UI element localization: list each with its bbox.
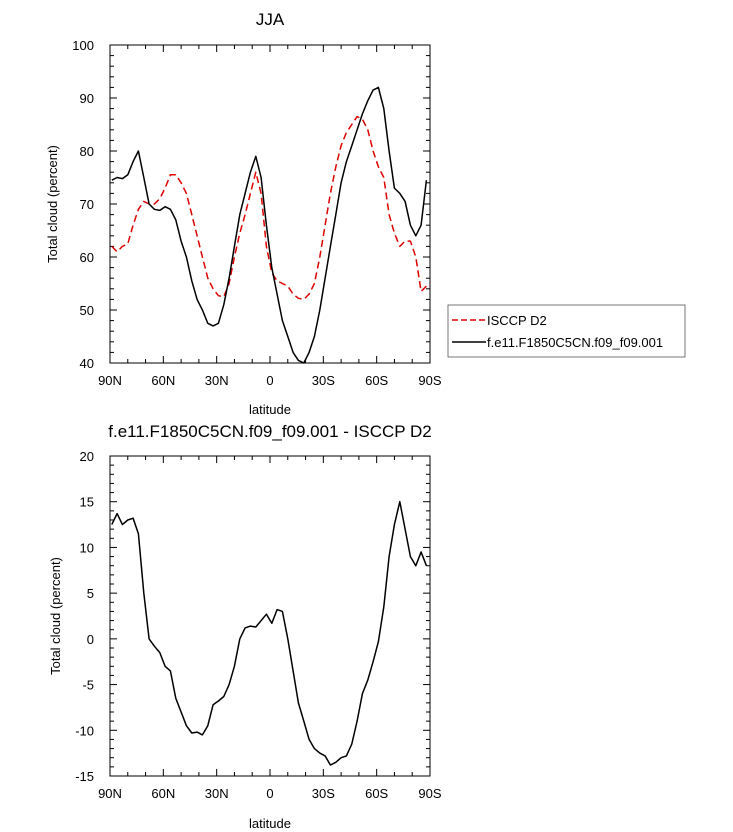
top-series-group (111, 86, 428, 364)
bottom-chart-title: f.e11.F1850C5CN.f09_f09.001 - ISCCP D2 (108, 422, 432, 441)
top-plot-frame (109, 44, 431, 364)
bottom-x-tick-label: 60S (365, 786, 388, 801)
bottom-x-tick-label: 60N (151, 786, 175, 801)
top-y-axis-label: Total cloud (percent) (45, 145, 60, 263)
top-y-tick-label: 100 (72, 38, 94, 53)
bottom-y-tick-label: 0 (87, 632, 94, 647)
legend: ISCCP D2 f.e11.F1850C5CN.f09_f09.001 (447, 304, 686, 358)
top-y-tick-label: 70 (80, 197, 94, 212)
top-x-axis-label: latitude (249, 402, 291, 417)
bottom-panel: f.e11.F1850C5CN.f09_f09.001 - ISCCP D2 9… (48, 422, 442, 831)
top-y-tick-label: 60 (80, 250, 94, 265)
top-x-tick-label: 60N (151, 373, 175, 388)
bottom-y-tick-label: -5 (82, 678, 94, 693)
bottom-y-tick-label: 15 (80, 495, 94, 510)
legend-label-model: f.e11.F1850C5CN.f09_f09.001 (487, 335, 663, 350)
top-axes: 90N 60N 30N 0 30S 60S 90S 40 50 60 70 80 90 100 (72, 38, 442, 388)
top-x-tick-label: 30S (312, 373, 335, 388)
bottom-x-tick-label: 30N (205, 786, 229, 801)
bottom-x-tick-label: 30S (312, 786, 335, 801)
bottom-y-tick-label: 10 (80, 540, 94, 555)
bottom-series-group (111, 500, 428, 766)
top-panel: JJA 90N 60N 30N 0 30S 60S 90S 40 50 60 70 80 90 100 l… (45, 10, 442, 417)
top-series-line-1 (111, 86, 428, 364)
top-series-line-0 (111, 115, 427, 301)
bottom-y-tick-label: 20 (80, 449, 94, 464)
top-y-tick-label: 50 (80, 303, 94, 318)
top-x-tick-label: 0 (266, 373, 273, 388)
top-x-tick-label: 90S (418, 373, 441, 388)
top-x-tick-label: 30N (205, 373, 229, 388)
bottom-axes: 90N 60N 30N 0 30S 60S 90S -15 -10 -5 0 5 10 15 20 (75, 449, 442, 801)
top-y-tick-label: 80 (80, 144, 94, 159)
bottom-x-tick-label: 90S (418, 786, 441, 801)
top-x-tick-label: 90N (98, 373, 122, 388)
top-y-tick-label: 90 (80, 91, 94, 106)
top-y-tick-label: 40 (80, 356, 94, 371)
bottom-series-line-0 (111, 500, 428, 766)
bottom-x-tick-label: 90N (98, 786, 122, 801)
top-chart-title: JJA (256, 10, 285, 29)
top-x-tick-label: 60S (365, 373, 388, 388)
bottom-x-axis-label: latitude (249, 816, 291, 831)
bottom-x-tick-label: 0 (266, 786, 273, 801)
bottom-y-tick-label: -15 (75, 769, 94, 784)
legend-label-isccp: ISCCP D2 (487, 313, 547, 328)
legend-box (447, 304, 686, 358)
bottom-y-tick-label: 5 (87, 586, 94, 601)
bottom-y-axis-label: Total cloud (percent) (48, 557, 63, 675)
bottom-y-tick-label: -10 (75, 723, 94, 738)
